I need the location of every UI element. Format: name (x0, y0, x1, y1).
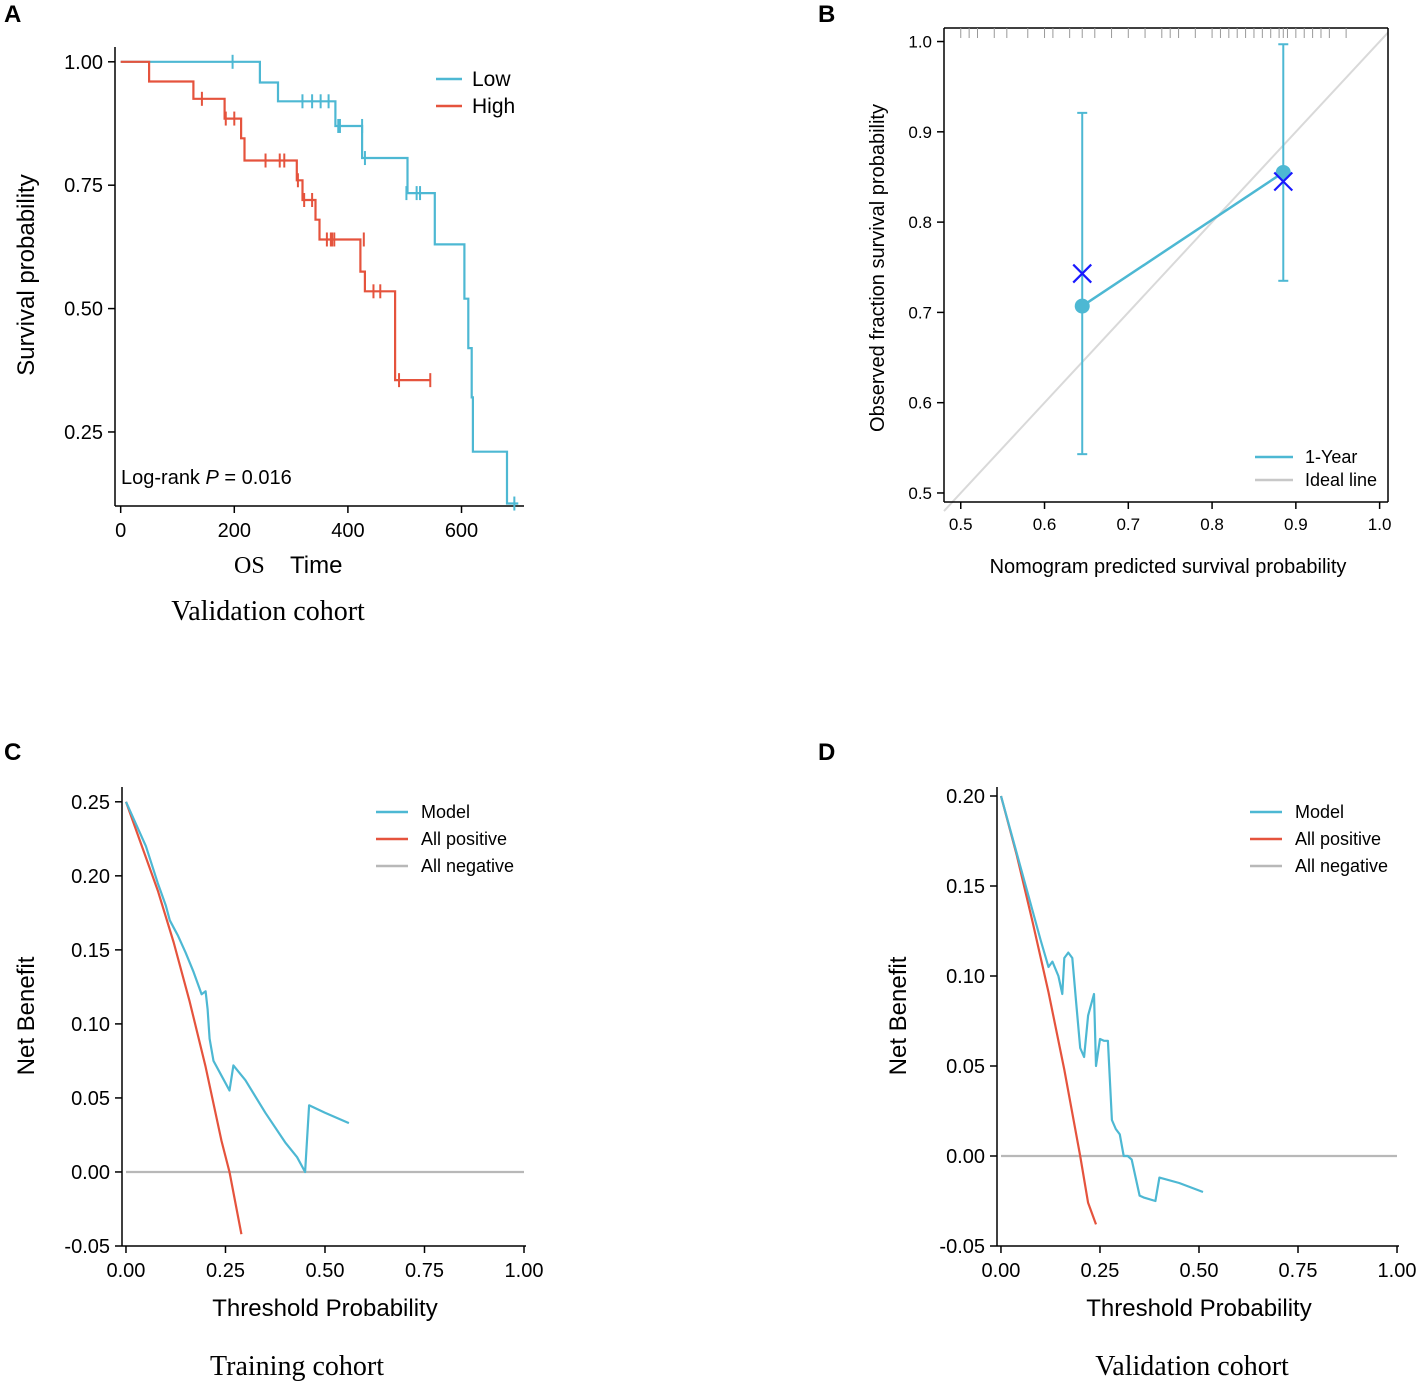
dca-curve-all-positive (124, 801, 243, 1235)
panel-d-xlabel: Threshold Probability (1086, 1295, 1311, 1322)
panel-label-a: A (4, 1, 21, 28)
panel-c-caption: Training cohort (210, 1351, 384, 1382)
y-tick-label: 0.15 (71, 940, 110, 962)
km-curve-high (120, 60, 431, 382)
x-tick-label: 200 (218, 520, 251, 542)
y-tick-label: 0.10 (946, 966, 985, 988)
panel-a-xlabel: Time (290, 552, 342, 579)
y-tick-label: 0.75 (64, 175, 103, 197)
legend-ideal-line-label: Ideal line (1305, 470, 1377, 490)
log-rank-annotation: Log-rank P = 0.016 (121, 467, 292, 489)
x-tick-label: 1.00 (505, 1260, 544, 1282)
panel-b-plot-area: 0.5 0.6 0.7 0.8 0.9 1.0 0.5 0.6 0.7 0.8 0.9 1.0 (908, 27, 1392, 534)
panel-d-caption: Validation cohort (1095, 1351, 1289, 1382)
x-tick-label: 0.75 (405, 1260, 444, 1282)
panel-c-legend: Model All positive All negative (376, 802, 514, 876)
y-tick-label: 0.25 (71, 792, 110, 814)
panel-d-ylabel: Net Benefit (885, 956, 912, 1075)
y-tick-label: 0.00 (946, 1146, 985, 1168)
x-tick-label: 0.50 (306, 1260, 345, 1282)
y-tick-label: -0.05 (64, 1236, 110, 1258)
x-tick-label: 0.6 (1033, 515, 1057, 534)
legend-all-positive-label: All positive (421, 829, 507, 849)
panel-c-plot-area: -0.050.000.050.100.150.200.250.00 0.25 0.5… (64, 787, 543, 1282)
panel-a-plot-area: 0.25 0.50 0.75 1.00 0 200 400 600 (64, 47, 524, 542)
legend-model-label: Model (421, 802, 470, 822)
x-tick-label: 0.00 (981, 1260, 1020, 1282)
ideal-line (943, 31, 1389, 512)
x-tick-label: 0.50 (1180, 1260, 1219, 1282)
legend-all-negative-label: All negative (421, 856, 514, 876)
x-tick-label: 400 (331, 520, 364, 542)
log-rank-value: = 0.016 (219, 467, 292, 489)
calibration-line (1081, 171, 1284, 308)
x-tick-label: 0.75 (1279, 1260, 1318, 1282)
log-rank-p: P (206, 467, 220, 489)
legend-low-label: Low (472, 68, 511, 91)
x-tick-label: 0 (115, 520, 126, 542)
panel-a-ylabel: Survival probability (13, 174, 40, 375)
panel-d-legend: Model All positive All negative (1250, 802, 1388, 876)
y-tick-label: 0.20 (71, 866, 110, 888)
y-tick-label: 0.6 (908, 394, 932, 413)
panel-a-xlabel-prefix: OS (234, 553, 265, 579)
legend-high-label: High (472, 95, 515, 118)
y-tick-label: 0.20 (946, 786, 985, 808)
y-tick-label: 0.5 (908, 484, 932, 503)
legend-model-label: Model (1295, 802, 1344, 822)
y-tick-label: 0.05 (71, 1088, 110, 1110)
x-tick-label: 1.0 (1368, 515, 1392, 534)
y-tick-label: 0.05 (946, 1056, 985, 1078)
y-tick-label: 0.15 (946, 876, 985, 898)
panel-label-c: C (4, 739, 21, 766)
legend-all-negative-label: All negative (1295, 856, 1388, 876)
y-tick-label: 0.8 (908, 213, 932, 232)
x-tick-label: 0.25 (1081, 1260, 1120, 1282)
y-tick-label: 0.9 (908, 123, 932, 142)
y-tick-label: 0.50 (64, 299, 103, 321)
panel-c-dca-training: C -0.050.000.050.100.150.200.250.00 0.25 0… (4, 739, 543, 1382)
y-tick-label: 1.0 (908, 32, 932, 51)
panel-d-dca-validation: D -0.050.000.050.100.150.200.00 0.25 0.50 0… (818, 739, 1416, 1382)
x-tick-label: 0.00 (107, 1260, 146, 1282)
panel-d-plot-area: -0.050.000.050.100.150.200.00 0.25 0.50 0.7… (939, 786, 1416, 1282)
calibration-point (1074, 298, 1090, 314)
legend-all-positive-label: All positive (1295, 829, 1381, 849)
panel-label-d: D (818, 739, 835, 766)
dca-curve-model (124, 801, 350, 1174)
panel-b-xlabel: Nomogram predicted survival probability (990, 556, 1347, 578)
km-curve-low (120, 60, 519, 505)
panel-label-b: B (818, 1, 835, 28)
km-estimate-cross (1273, 171, 1294, 192)
panel-b-ylabel: Observed fraction survival probability (867, 104, 889, 432)
y-tick-label: -0.05 (939, 1236, 985, 1258)
x-tick-label: 1.00 (1378, 1260, 1417, 1282)
y-tick-label: 1.00 (64, 52, 103, 74)
panel-c-xlabel: Threshold Probability (212, 1295, 437, 1322)
x-tick-label: 0.8 (1200, 515, 1224, 534)
panel-b-legend: 1-Year Ideal line (1255, 447, 1377, 490)
panel-a-legend: Low High (436, 68, 515, 118)
log-rank-prefix: Log-rank (121, 467, 206, 489)
y-tick-label: 0.00 (71, 1162, 110, 1184)
dca-curve-model (999, 795, 1204, 1203)
x-tick-label: 600 (445, 520, 478, 542)
x-tick-label: 0.7 (1116, 515, 1140, 534)
panel-c-ylabel: Net Benefit (13, 956, 40, 1075)
y-tick-label: 0.25 (64, 422, 103, 444)
panel-a-caption: Validation cohort (171, 596, 365, 627)
panel-a-km-plot: A 0.25 0.50 0.75 1.00 0 200 400 600 Survival pr… (4, 1, 524, 627)
panel-b-calibration: B 0.5 0.6 0.7 0.8 0.9 1.0 0.5 0.6 0.7 0.8 0.9 1.0 O… (818, 1, 1391, 578)
x-tick-label: 0.9 (1284, 515, 1308, 534)
y-tick-label: 0.7 (908, 303, 932, 322)
km-estimate-cross (1072, 263, 1093, 284)
legend-1-year-label: 1-Year (1305, 447, 1357, 467)
dca-curve-all-positive (999, 795, 1098, 1225)
x-tick-label: 0.25 (206, 1260, 245, 1282)
y-tick-label: 0.10 (71, 1014, 110, 1036)
x-tick-label: 0.5 (949, 515, 973, 534)
